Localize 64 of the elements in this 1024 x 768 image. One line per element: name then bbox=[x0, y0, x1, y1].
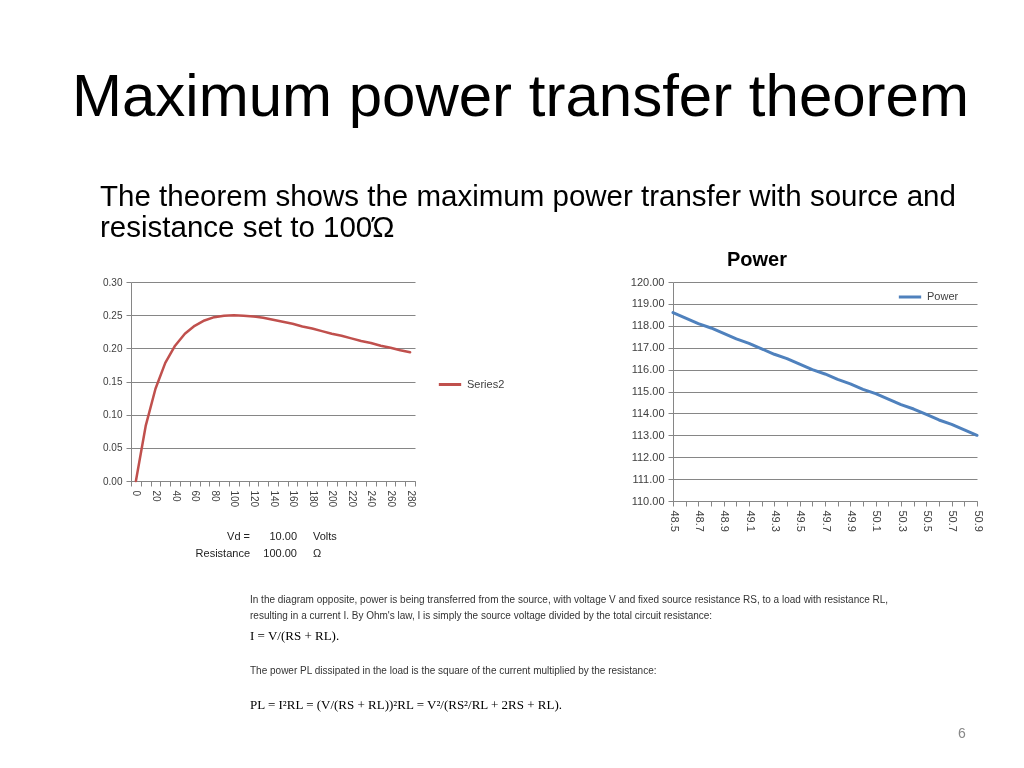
legend-label: Series2 bbox=[467, 377, 505, 390]
x-tick-label: 49.5 bbox=[795, 510, 808, 532]
x-tick-label: 48.9 bbox=[719, 510, 732, 532]
text: I = V/(RS + RL). bbox=[250, 628, 340, 643]
x-tick-label: 60 bbox=[190, 490, 202, 503]
y-tick-label: 116.00 bbox=[631, 363, 665, 376]
x-tick-label: 50.5 bbox=[921, 510, 934, 532]
x-tick-label: 200 bbox=[327, 490, 339, 508]
x-tick-label: 140 bbox=[268, 490, 280, 508]
x-tick-label: 20 bbox=[150, 490, 162, 503]
x-tick-label: 180 bbox=[307, 490, 319, 508]
y-tick-label: 111.00 bbox=[632, 472, 665, 485]
y-tick-label: 112.00 bbox=[631, 450, 665, 463]
text: 10.00 bbox=[269, 530, 297, 542]
y-tick-label: 0.10 bbox=[103, 409, 123, 421]
y-tick-label: 110.00 bbox=[631, 494, 665, 507]
x-tick-label: 160 bbox=[288, 490, 300, 508]
text: The theorem shows the maximum power transfer with source and resistance set to 100Ώ bbox=[100, 179, 956, 243]
x-tick-label: 48.7 bbox=[693, 510, 706, 532]
text: Volts bbox=[313, 530, 338, 542]
x-tick-label: 240 bbox=[366, 490, 378, 508]
chart-title: Power bbox=[726, 248, 788, 270]
x-tick-label: 100 bbox=[229, 490, 241, 508]
x-tick-label: 0 bbox=[131, 490, 143, 497]
x-tick-label: 220 bbox=[346, 490, 358, 508]
x-tick-label: 50.1 bbox=[871, 510, 884, 532]
y-tick-label: 120.00 bbox=[630, 275, 665, 288]
x-tick-label: 50.7 bbox=[947, 510, 960, 532]
y-tick-label: 119.00 bbox=[631, 297, 665, 310]
x-tick-label: 50.3 bbox=[896, 510, 909, 532]
y-tick-label: 0.30 bbox=[103, 276, 123, 288]
y-tick-label: 118.00 bbox=[631, 319, 665, 332]
text: Maximum power transfer theorem bbox=[72, 62, 969, 129]
text: 6 bbox=[958, 725, 966, 741]
y-tick-label: 114.00 bbox=[631, 406, 665, 419]
y-tick-label: 0.20 bbox=[103, 342, 123, 354]
text: In the diagram opposite, power is being transferred from the source, with voltage V and fixed source resistance RS, to a load with resistance RL, resulting in a current I. By Ohm's law, I is simply the source voltage divided by the total circuit resistance: bbox=[250, 594, 889, 621]
x-tick-label: 50.9 bbox=[972, 510, 985, 532]
x-tick-label: 48.5 bbox=[668, 510, 681, 532]
y-tick-label: 0.25 bbox=[103, 309, 123, 321]
y-tick-label: 113.00 bbox=[631, 428, 665, 441]
text: Resistance bbox=[195, 547, 250, 559]
legend-label: Power bbox=[927, 290, 959, 302]
x-tick-label: 49.7 bbox=[820, 510, 833, 532]
x-tick-label: 40 bbox=[170, 490, 182, 503]
y-tick-label: 117.00 bbox=[631, 341, 665, 354]
y-tick-label: 0.00 bbox=[103, 475, 123, 487]
y-tick-label: 0.05 bbox=[103, 442, 123, 454]
text: Ω bbox=[313, 547, 322, 559]
x-tick-label: 49.1 bbox=[744, 510, 757, 532]
text: The power PL dissipated in the load is the square of the current multiplied by the resistance: bbox=[250, 665, 657, 676]
text: Vd = bbox=[227, 530, 250, 542]
x-tick-label: 49.3 bbox=[769, 510, 782, 532]
text: PL = I²RL = (V/(RS + RL))²RL = V²/(RS²/RL + 2RS + RL). bbox=[250, 697, 563, 712]
x-tick-label: 280 bbox=[405, 490, 417, 508]
x-tick-label: 49.9 bbox=[845, 510, 858, 532]
text: 100.00 bbox=[263, 547, 297, 559]
y-tick-label: 115.00 bbox=[631, 385, 665, 397]
x-tick-label: 80 bbox=[209, 490, 221, 503]
line-series bbox=[134, 313, 412, 483]
x-tick-label: 260 bbox=[386, 490, 398, 508]
line-series bbox=[671, 311, 979, 437]
x-tick-label: 120 bbox=[248, 490, 260, 508]
y-tick-label: 0.15 bbox=[103, 376, 123, 387]
